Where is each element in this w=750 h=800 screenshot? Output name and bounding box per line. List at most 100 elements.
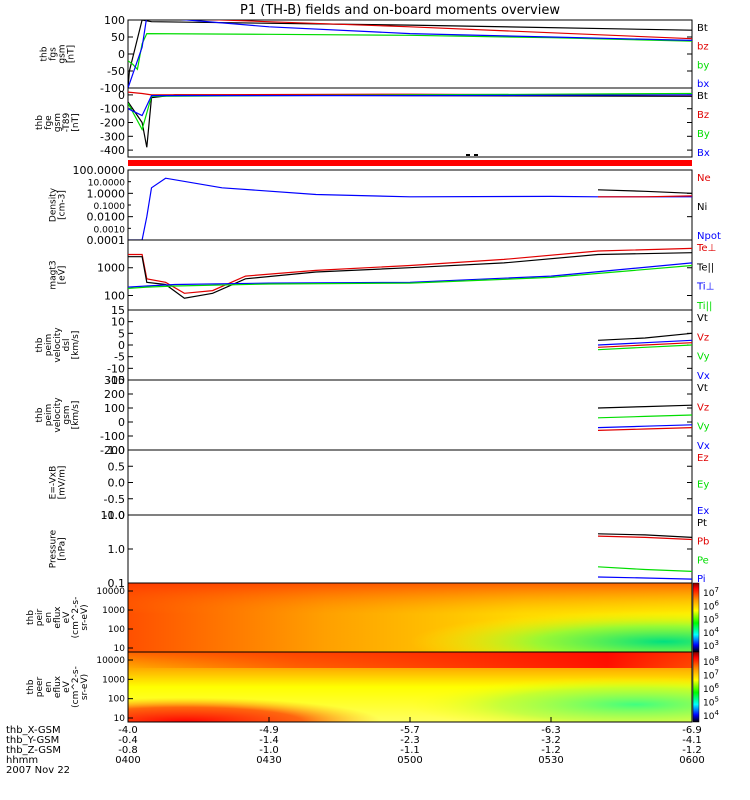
xtick-label: -1.4: [259, 735, 279, 746]
ylabel-line: en: [44, 681, 54, 692]
legend-entry: Ez: [697, 453, 709, 464]
xtick-label: -5.7: [400, 725, 420, 736]
legend-entry: Vy: [697, 352, 710, 363]
ylabel-line: magt3: [49, 260, 59, 289]
xtick-label: -2.3: [400, 735, 420, 746]
ylabel-line: thb: [26, 679, 36, 694]
ytick-label: 1000: [102, 606, 125, 616]
xtick-label: -1.2: [541, 745, 561, 756]
series-line-Bt: [128, 20, 692, 88]
xtick-label: -4.9: [259, 725, 279, 736]
series-line-Vz: [597, 427, 692, 431]
ylabel-line: thb: [35, 337, 45, 352]
ylabel-line: eflux: [53, 606, 63, 629]
series-line-Pi: [597, 576, 692, 580]
ytick-label: -5: [114, 351, 125, 364]
panel-frame: [127, 449, 693, 516]
series-group: [597, 404, 692, 431]
xaxis-row-label: hhmm: [6, 755, 38, 766]
series-line-Ti⊥: [128, 262, 692, 288]
colorbar-label: 107: [703, 586, 719, 599]
ylabel-line: peim: [44, 404, 54, 427]
ytick-label: 0: [118, 89, 125, 102]
series-line-Ni: [597, 189, 692, 194]
ytick-label: 10.0000: [88, 179, 125, 189]
series-line-Vt: [597, 332, 692, 341]
colorbar-label: 104: [703, 709, 719, 722]
panel-frame: [127, 514, 693, 584]
ytick-label: 1.0: [108, 444, 126, 457]
ylabel-line: gsm: [53, 113, 63, 132]
panel-frame: [127, 87, 693, 158]
panel-frame: [127, 19, 693, 89]
legend-entry: By: [697, 129, 710, 140]
ytick-label: -1.0: [104, 509, 125, 522]
colorbar-label: 103: [703, 639, 719, 652]
xtick-label: -6.9: [682, 725, 702, 736]
series-group: [597, 332, 692, 351]
ytick-label: -100: [100, 430, 125, 443]
ylabel-line: sr-eV): [80, 674, 90, 700]
series-line-bx: [128, 20, 692, 88]
ytick-label: 300: [104, 374, 125, 387]
ylabel-line: (cm^2-s-: [71, 666, 81, 708]
ytick-label: 100: [108, 625, 125, 635]
legend-entry: Pb: [697, 537, 709, 548]
ylabel-line: fgs: [49, 47, 59, 61]
ylabel-line: fge: [44, 115, 54, 130]
ytick-label: 100: [104, 402, 125, 415]
legend-entry: Ey: [697, 480, 709, 491]
ylabel-line: thb: [40, 46, 50, 61]
ylabel-line: [nPa]: [58, 537, 68, 560]
legend-entry: Vz: [697, 332, 709, 343]
xtick-label: -0.4: [118, 735, 138, 746]
ylabel-line: peim: [44, 334, 54, 357]
ytick-label: 100.0000: [73, 164, 126, 177]
ytick-label: 0.0001: [87, 234, 126, 247]
legend-entry: Pt: [697, 518, 707, 529]
series-line-Pt: [597, 533, 692, 538]
ylabel-line: Pressure: [49, 529, 59, 568]
legend-entry: Vy: [697, 422, 710, 433]
ylabel-line: E=-VxB: [49, 466, 59, 500]
ylabel-line: velocity: [53, 397, 63, 433]
series-line-Npot: [128, 177, 692, 240]
ytick-label: 0.5: [108, 460, 126, 473]
ylabel-line: dsl: [62, 339, 72, 352]
ytick-label: 0: [118, 48, 125, 61]
ytick-label: 10.0: [101, 509, 126, 522]
xtick-label: 0400: [115, 755, 140, 766]
legend-entry: bx: [697, 79, 709, 90]
spectrogram-fill: [128, 652, 692, 722]
ytick-label: 0.1000: [94, 202, 126, 212]
ytick-label: -200: [100, 117, 125, 130]
ylabel-line: [nT]: [71, 113, 81, 131]
ytick-label: 200: [104, 388, 125, 401]
series-line-Bx: [128, 94, 692, 117]
separator-bar: [128, 160, 692, 166]
ytick-label: 1000: [97, 262, 125, 275]
series-line-Ti||: [128, 264, 692, 289]
legend-entry: Te⊥: [696, 243, 716, 254]
series-group: [128, 177, 692, 240]
xaxis-row-label: thb_Y-GSM: [6, 735, 59, 746]
xtick-label: -4.1: [682, 735, 702, 746]
ytick-label: 1.0: [108, 543, 126, 556]
ytick-label: -0.5: [104, 493, 125, 506]
plot-date: 2007 Nov 22: [6, 765, 70, 776]
ytick-label: 100: [104, 14, 125, 27]
ylabel-line: [mV/m]: [58, 466, 68, 500]
ytick-label: -100: [100, 82, 125, 95]
ylabel-line: [nT]: [67, 45, 77, 63]
ylabel-line: peer: [35, 676, 45, 697]
ylabel-line: thb: [26, 610, 36, 625]
ytick-label: 0: [118, 416, 125, 429]
separator-mark: [466, 154, 470, 156]
ytick-label: 10: [111, 316, 125, 329]
series-group: [128, 20, 692, 88]
ylabel-line: [eV]: [58, 266, 68, 285]
ytick-label: 50: [111, 31, 125, 44]
ylabel-line: peir: [35, 608, 45, 626]
xaxis-row-label: thb_Z-GSM: [6, 745, 61, 756]
